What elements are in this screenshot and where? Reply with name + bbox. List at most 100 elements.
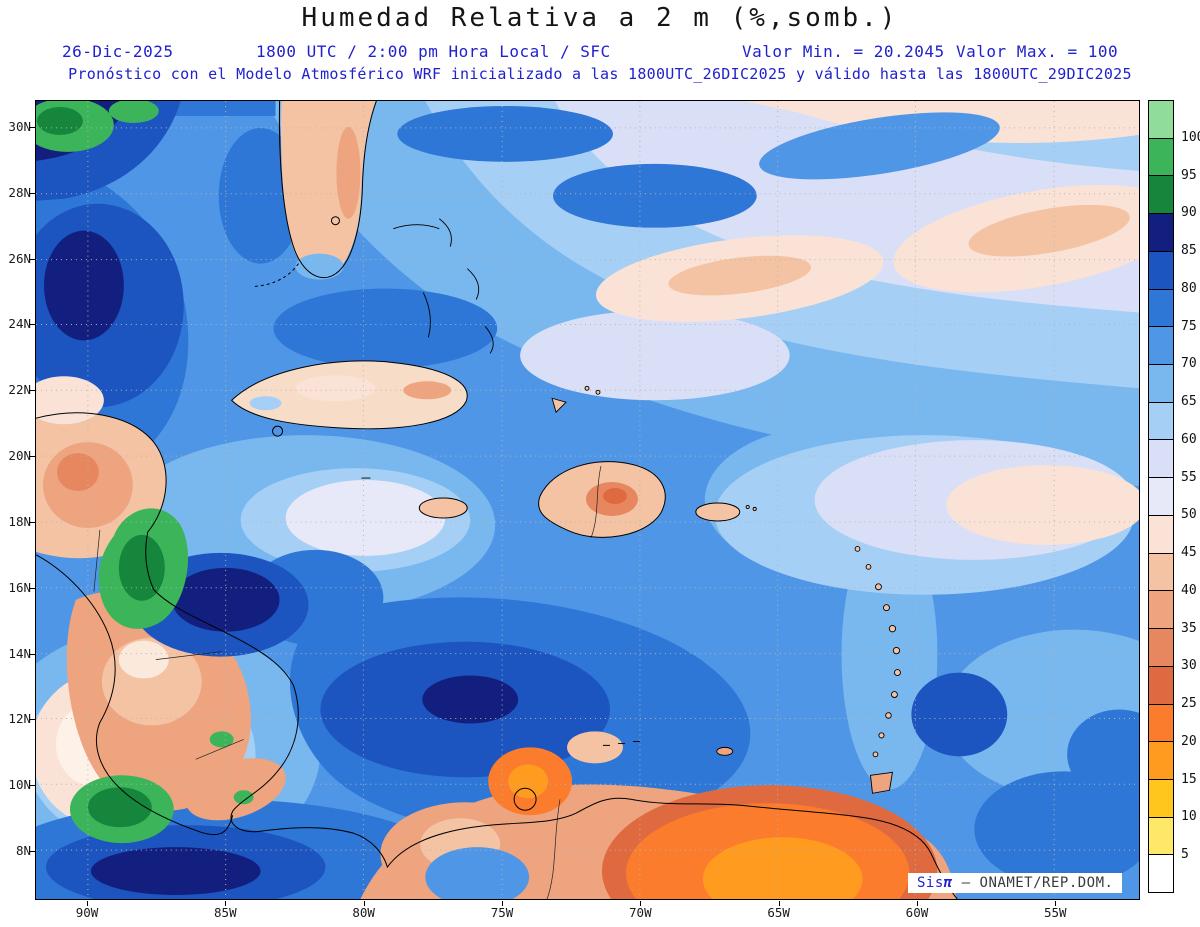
lat-tick-mark — [29, 653, 35, 655]
lon-tick-mark — [363, 901, 365, 906]
page-title: Humedad Relativa a 2 m (%,somb.) — [301, 3, 899, 33]
watermark-org-text: – ONAMET/REP.DOM. — [961, 875, 1114, 891]
lat-tick-mark — [29, 390, 35, 392]
lat-tick-label: 24N — [8, 316, 31, 332]
lat-tick-label: 22N — [8, 382, 31, 398]
colorbar-segment — [1149, 666, 1173, 705]
colorbar-tick-label: 100 — [1181, 129, 1200, 145]
lon-tick-mark — [87, 901, 88, 906]
watermark-pi-symbol: π — [943, 875, 953, 891]
colorbar-segment — [1149, 742, 1173, 780]
map-canvas — [35, 100, 1140, 900]
green-fills — [36, 101, 254, 844]
map-svg — [36, 101, 1139, 899]
colorbar-segment — [1149, 176, 1173, 215]
colorbar-tick-label: 20 — [1181, 733, 1197, 749]
lon-tick-label: 75W — [490, 905, 514, 920]
colorbar-tick-label: 15 — [1181, 771, 1197, 787]
lon-tick-mark — [225, 901, 227, 906]
colorbar-segment — [1149, 138, 1173, 177]
lon-tick-label: 60W — [905, 905, 929, 920]
colorbar-segment — [1149, 629, 1173, 667]
lat-tick-label: 16N — [8, 579, 31, 595]
colorbar-segment — [1149, 591, 1173, 630]
lat-tick-label: 12N — [8, 711, 31, 727]
lon-tick-label: 55W — [1044, 905, 1067, 920]
lat-tick-label: 20N — [8, 448, 31, 464]
deep-blue-fills — [36, 101, 1139, 899]
colorbar-segment — [1149, 553, 1173, 592]
lon-tick-mark — [778, 901, 780, 906]
lat-tick-mark — [29, 456, 35, 458]
colorbar-tick-label: 50 — [1181, 507, 1197, 523]
lat-tick-label: 26N — [8, 250, 31, 266]
colorbar-tick-label: 80 — [1181, 280, 1197, 296]
colorbar-segment — [1149, 855, 1173, 893]
colorbar-segment — [1149, 327, 1173, 366]
colorbar-tick-label: 65 — [1181, 394, 1197, 410]
land-fills — [36, 101, 957, 899]
lon-tick-label: 90W — [75, 905, 99, 920]
islands — [361, 218, 901, 794]
colorbar-segment — [1149, 515, 1173, 554]
colorbar-tick-label: 35 — [1181, 620, 1197, 636]
lat-tick-label: 30N — [8, 119, 31, 134]
lat-tick-mark — [29, 258, 35, 260]
lat-tick-label: 8N — [15, 843, 31, 859]
colorbar-tick-label: 60 — [1181, 431, 1197, 447]
colorbar-segment — [1149, 214, 1173, 252]
colorbar-tick-label: 70 — [1181, 356, 1197, 372]
lat-tick-mark — [29, 587, 35, 589]
lon-tick-label: 85W — [214, 905, 237, 920]
colorbar-tick-label: 45 — [1181, 545, 1197, 561]
watermark-sispi: Sisπ – ONAMET/REP.DOM. — [908, 873, 1123, 893]
colorbar-segment — [1149, 365, 1173, 403]
colorbar-segment — [1149, 779, 1173, 818]
colorbar-segment — [1149, 402, 1173, 441]
lat-tick-mark — [29, 324, 35, 326]
colorbar-tick-label: 90 — [1181, 205, 1197, 221]
colorbar-tick-label: 5 — [1181, 847, 1189, 863]
colorbar-segment — [1149, 478, 1173, 516]
colorbar-segment — [1149, 101, 1173, 139]
colorbar-segment — [1149, 440, 1173, 479]
lon-tick-mark — [640, 901, 642, 906]
lon-tick-mark — [501, 901, 503, 906]
colorbar-segment — [1149, 817, 1173, 856]
lat-tick-mark — [29, 192, 35, 194]
colorbar-segment — [1149, 704, 1173, 743]
coastlines — [36, 101, 958, 899]
colorbar — [1148, 100, 1174, 893]
lat-tick-label: 28N — [8, 184, 31, 200]
colorbar-tick-label: 85 — [1181, 243, 1197, 259]
colorbar-tick-label: 55 — [1181, 469, 1197, 485]
lat-tick-label: 10N — [8, 777, 31, 793]
lat-tick-mark — [29, 127, 35, 128]
run-date: 26-Dic-2025 — [62, 42, 174, 61]
colorbar-segment — [1149, 289, 1173, 328]
colorbar-tick-label: 75 — [1181, 318, 1197, 334]
lon-tick-label: 80W — [352, 905, 375, 920]
valid-time: 1800 UTC / 2:00 pm Hora Local / SFC — [256, 42, 611, 61]
watermark-sis-text: Sis — [917, 875, 944, 891]
colorbar-segment — [1149, 251, 1173, 290]
lat-tick-mark — [29, 785, 35, 787]
lon-tick-label: 70W — [629, 905, 652, 920]
model-info-line: Pronóstico con el Modelo Atmosférico WRF… — [68, 65, 1132, 83]
value-max-label: Valor Max. = 100 — [956, 42, 1119, 61]
lat-tick-label: 14N — [8, 645, 31, 661]
border-lines — [93, 466, 602, 899]
lon-tick-mark — [1055, 901, 1057, 906]
colorbar-tick-label: 25 — [1181, 696, 1197, 712]
colorbar-tick-label: 10 — [1181, 809, 1197, 825]
lat-tick-mark — [29, 521, 35, 523]
lon-tick-label: 65W — [767, 905, 790, 920]
value-min-label: Valor Min. = 20.2045 — [742, 42, 945, 61]
colorbar-tick-label: 95 — [1181, 167, 1197, 183]
lon-tick-mark — [916, 901, 918, 906]
lat-tick-label: 18N — [8, 513, 31, 529]
lat-tick-mark — [29, 851, 35, 853]
colorbar-tick-label: 30 — [1181, 658, 1197, 674]
lat-tick-mark — [29, 719, 35, 721]
